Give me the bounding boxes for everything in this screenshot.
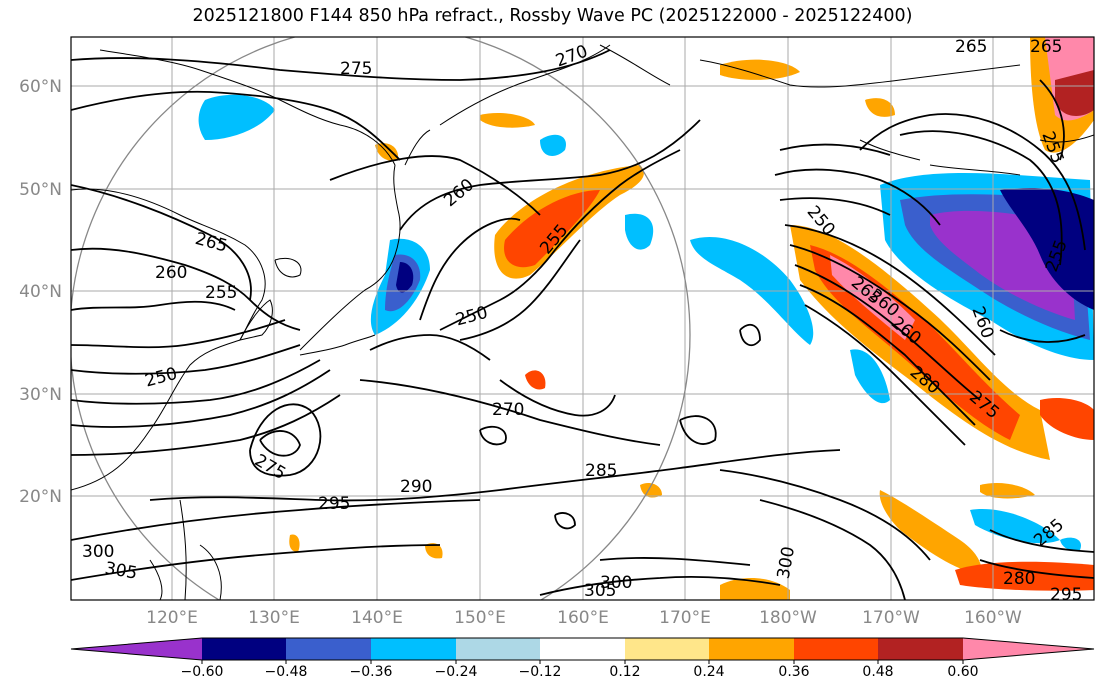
lat-label: 30°N [19, 385, 62, 405]
colorbar-tick-label: −0.12 [519, 664, 562, 680]
contour-label: 285 [585, 461, 617, 481]
contour-label: 265 [955, 37, 987, 57]
contour-label: 280 [1003, 569, 1035, 589]
lon-label: 120°E [146, 608, 198, 628]
contour-label: 295 [318, 494, 350, 514]
contour-label: 300 [774, 545, 799, 580]
colorbar-tick-label: −0.60 [181, 664, 224, 680]
latitude-labels: 60°N 50°N 40°N 30°N 20°N [19, 77, 62, 507]
colorbar-tick-label: −0.48 [265, 664, 308, 680]
contour-label: 270 [553, 42, 590, 72]
colorbar-tick-label: −0.36 [350, 664, 393, 680]
contour-label: 270 [492, 400, 524, 420]
coastlines [71, 44, 1094, 600]
colorbar-swatch [456, 638, 540, 660]
colorbar-swatch [709, 638, 794, 660]
contour-label: 260 [155, 263, 187, 283]
lat-label: 40°N [19, 282, 62, 302]
contours [71, 49, 1094, 600]
lon-label: 170°E [659, 608, 711, 628]
colorbar-swatch [286, 638, 371, 660]
lon-label: 140°E [351, 608, 403, 628]
colorbar-swatches [70, 637, 1095, 664]
lon-label: 160°E [557, 608, 609, 628]
colorbar-swatch [71, 638, 202, 660]
contour-label: 295 [1050, 585, 1082, 605]
lon-label: 170°W [862, 608, 920, 628]
contour-label: 300 [82, 542, 114, 562]
contour-label: 290 [400, 477, 432, 497]
colorbar-swatch [625, 638, 709, 660]
lat-label: 50°N [19, 180, 62, 200]
colorbar-tick-label: 0.12 [609, 664, 640, 680]
lon-label: 130°E [248, 608, 300, 628]
anomaly-shading [198, 37, 1094, 600]
colorbar-swatch [963, 638, 1094, 660]
map-frame [70, 36, 1095, 601]
contour-label: 260 [440, 175, 478, 211]
colorbar-tick-label: 0.60 [947, 664, 978, 680]
graticule [71, 37, 1094, 600]
contour-label: 305 [103, 559, 138, 584]
colorbar-swatch [371, 638, 456, 660]
contour-label: 305 [584, 581, 616, 601]
lat-label: 20°N [19, 487, 62, 507]
lon-label: 150°E [454, 608, 506, 628]
colorbar-tick-label: 0.48 [862, 664, 893, 680]
colorbar-swatch [794, 638, 878, 660]
longitude-labels: 120°E 130°E 140°E 150°E 160°E 170°E 180°… [146, 608, 1022, 628]
lon-label: 180°W [759, 608, 817, 628]
contour-label: 300 [600, 573, 632, 593]
region-circle [71, 37, 691, 600]
map-plot-area: 275 270 265 260 265 260 255 250 260 255 … [71, 37, 1094, 605]
colorbar-labels: −0.60 −0.48 −0.36 −0.24 −0.12 0.12 0.24 … [181, 664, 979, 680]
lon-label: 160°W [964, 608, 1022, 628]
contour-label: 250 [143, 364, 180, 392]
contour-label: 275 [340, 59, 372, 79]
colorbar-swatch [878, 638, 963, 660]
contour-label: 255 [205, 283, 237, 303]
contour-label: 265 [1030, 37, 1062, 57]
contour-label: 250 [453, 303, 490, 331]
colorbar-swatch [202, 638, 286, 660]
colorbar-swatch [540, 638, 625, 660]
colorbar-tick-label: 0.24 [693, 664, 724, 680]
colorbar-tick-label: 0.36 [778, 664, 809, 680]
map-title: 2025121800 F144 850 hPa refract., Rossby… [192, 6, 913, 26]
lat-label: 60°N [19, 77, 62, 97]
colorbar-tick-label: −0.24 [435, 664, 478, 680]
contour-label: 265 [193, 229, 230, 257]
colorbar: −0.60 −0.48 −0.36 −0.24 −0.12 0.12 0.24 … [70, 637, 1095, 680]
